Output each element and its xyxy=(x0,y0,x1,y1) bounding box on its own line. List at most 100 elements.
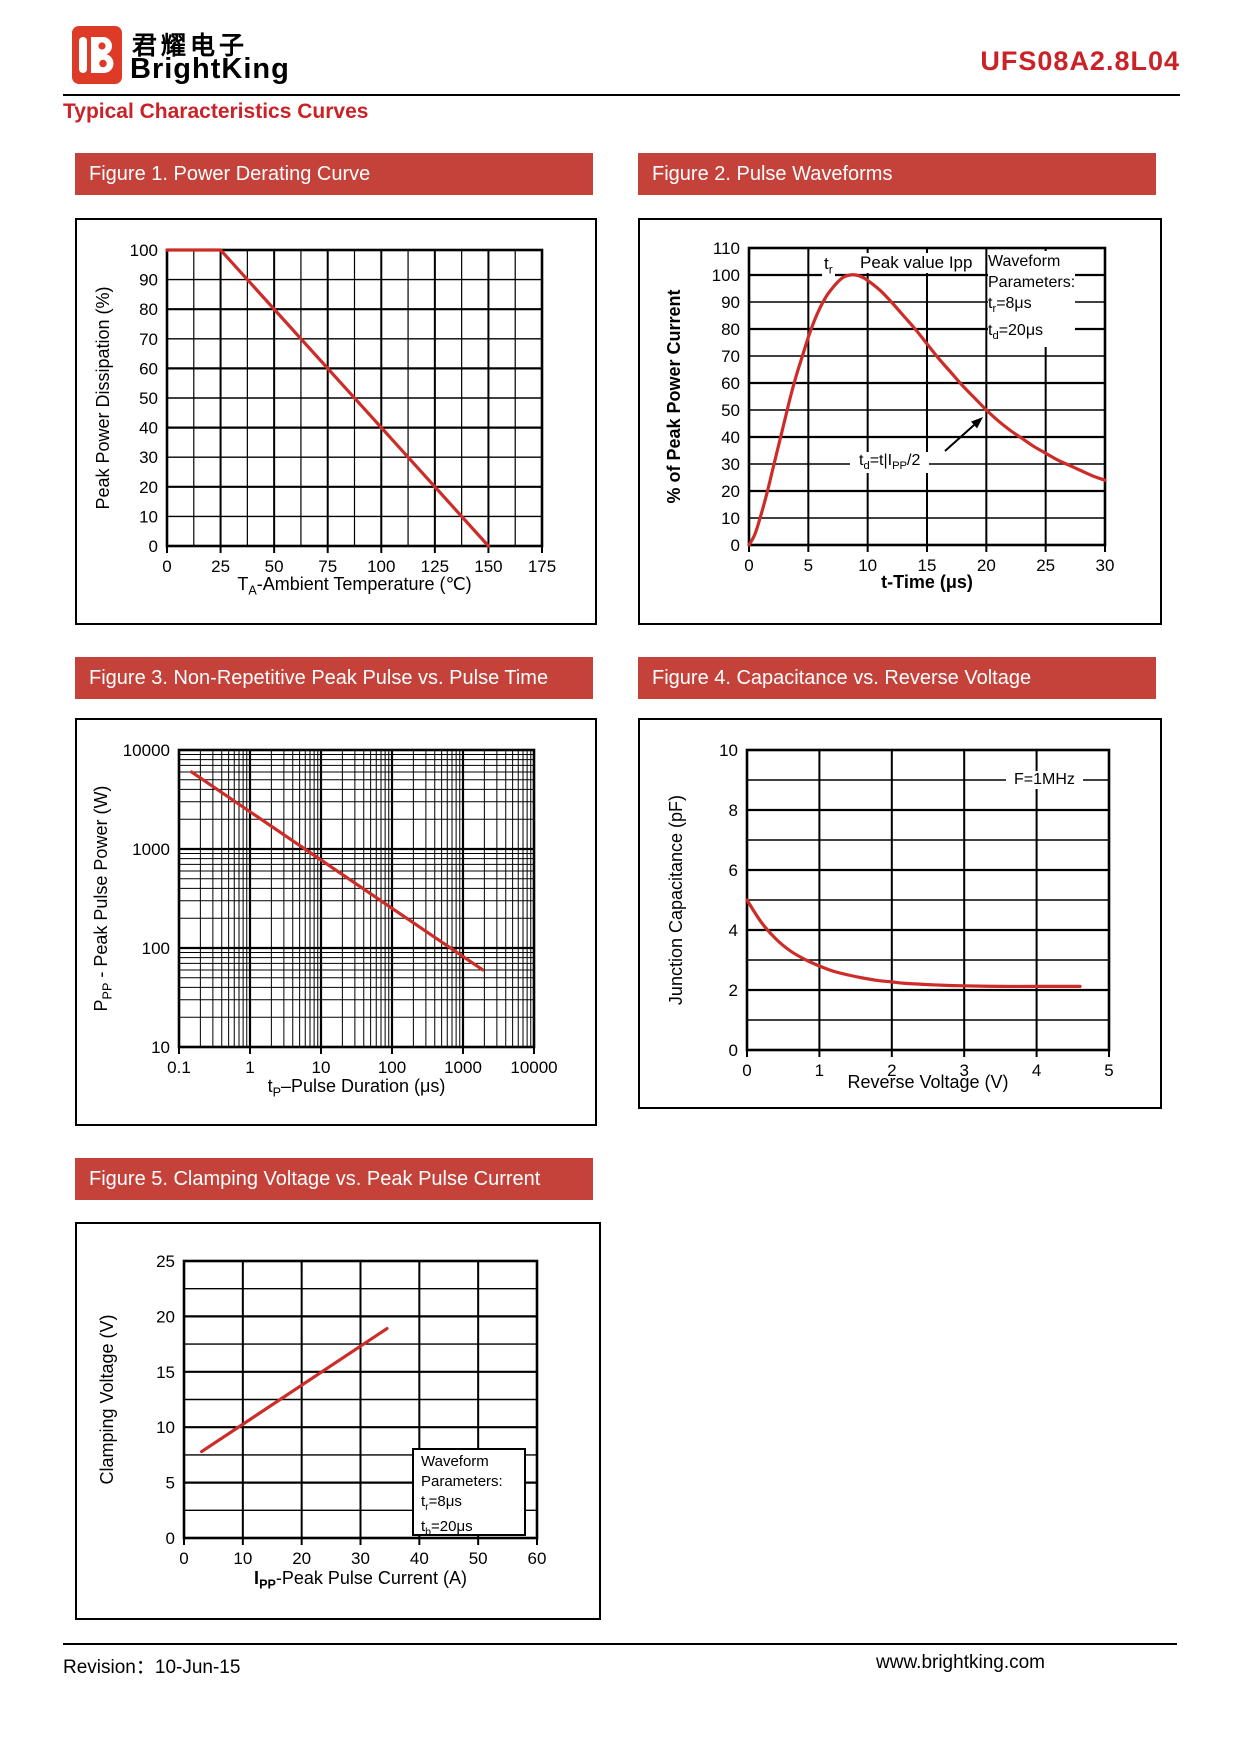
svg-text:100: 100 xyxy=(130,241,158,260)
figure1-title: Figure 1. Power Derating Curve xyxy=(89,163,371,185)
svg-text:10: 10 xyxy=(721,509,740,528)
svg-text:0: 0 xyxy=(179,1549,188,1568)
svg-text:0: 0 xyxy=(742,1061,751,1080)
figure3-title: Figure 3. Non-Repetitive Peak Pulse vs. … xyxy=(89,667,549,689)
figure2-panel: 0 5 10 15 20 25 30 0 10 20 30 40 50 60 70 80 90 100 110 tr… xyxy=(638,218,1162,625)
figure4-chart: 0 1 2 3 4 5 0 2 4 6 8 10 xyxy=(719,741,1114,1080)
svg-text:60: 60 xyxy=(721,374,740,393)
svg-text:20: 20 xyxy=(292,1549,311,1568)
svg-text:6: 6 xyxy=(729,861,738,880)
figure4-title: Figure 4. Capacitance vs. Reverse Voltag… xyxy=(652,667,1032,689)
svg-text:10: 10 xyxy=(858,556,877,575)
svg-text:25: 25 xyxy=(156,1252,175,1271)
figure4-x-axis-label: Reverse Voltage (V) xyxy=(847,1072,1009,1092)
figure1-panel: 0 25 50 75 100 125 150 175 0 10 20 30 40 50 60 70 80 90 10… xyxy=(75,218,597,625)
half-current-annotation: td=t|IPP/2 xyxy=(850,452,930,474)
waveform-parameters-annotation: Waveform Parameters: tr=8μs td=20μs xyxy=(988,251,1076,348)
svg-text:110: 110 xyxy=(713,239,740,258)
figure5-panel: 0 10 20 30 40 50 60 0 5 10 15 20 25 Waveform Paramet… xyxy=(75,1222,601,1620)
svg-text:30: 30 xyxy=(351,1549,370,1568)
svg-text:0: 0 xyxy=(166,1529,175,1548)
svg-text:15: 15 xyxy=(918,556,937,575)
svg-text:20: 20 xyxy=(139,478,158,497)
svg-text:125: 125 xyxy=(421,557,449,576)
svg-text:2: 2 xyxy=(729,981,738,1000)
svg-text:10: 10 xyxy=(156,1418,175,1437)
page-title: Typical Characteristics Curves xyxy=(63,100,369,123)
logo-b-glyph xyxy=(79,37,114,73)
figure5-x-axis-label: IPP-Peak Pulse Current (A) xyxy=(254,1568,467,1592)
svg-text:40: 40 xyxy=(139,419,158,438)
svg-text:60: 60 xyxy=(139,359,158,378)
svg-text:175: 175 xyxy=(528,557,556,576)
svg-text:1: 1 xyxy=(245,1058,254,1077)
figure5-y-axis-label: Clamping Voltage (V) xyxy=(97,1314,117,1485)
figure4-title-bar: Figure 4. Capacitance vs. Reverse Voltag… xyxy=(638,657,1156,699)
svg-text:80: 80 xyxy=(721,320,740,339)
svg-text:10000: 10000 xyxy=(510,1058,557,1077)
figure1-title-bar: Figure 1. Power Derating Curve xyxy=(75,153,593,195)
figure1-chart: 0 25 50 75 100 125 150 175 0 10 20 30 40 50 60 70 80 90 10… xyxy=(130,241,557,576)
svg-text:1: 1 xyxy=(815,1061,824,1080)
svg-text:50: 50 xyxy=(139,389,158,408)
svg-text:150: 150 xyxy=(474,557,502,576)
svg-text:90: 90 xyxy=(139,271,158,290)
header-rule xyxy=(63,94,1180,96)
svg-text:30: 30 xyxy=(721,455,740,474)
svg-text:0: 0 xyxy=(162,557,171,576)
figure3-panel: 0.1 1 10 100 1000 10000 10 100 1000 10000 PPP - P… xyxy=(75,718,597,1126)
website-text: www.brightking.com xyxy=(876,1652,1045,1673)
svg-text:10000: 10000 xyxy=(123,741,170,760)
svg-text:50: 50 xyxy=(265,557,284,576)
svg-text:20: 20 xyxy=(156,1307,175,1326)
svg-text:3: 3 xyxy=(959,1061,968,1080)
svg-text:60: 60 xyxy=(528,1549,547,1568)
brand-name-english: BrightKing xyxy=(130,53,290,85)
figure2-title-bar: Figure 2. Pulse Waveforms xyxy=(638,153,1156,195)
svg-text:50: 50 xyxy=(469,1549,488,1568)
figure3-y-axis-label: PPP - Peak Pulse Power (W) xyxy=(91,785,115,1012)
figure4-y-axis-label: Junction Capacitance (pF) xyxy=(666,794,686,1006)
svg-text:75: 75 xyxy=(318,557,337,576)
figure3-chart: 0.1 1 10 100 1000 10000 10 100 1000 10000 xyxy=(123,741,558,1077)
rise-time-annotation: tr xyxy=(822,254,835,278)
svg-text:30: 30 xyxy=(1096,556,1115,575)
svg-text:0: 0 xyxy=(149,537,158,556)
svg-text:25: 25 xyxy=(1036,556,1055,575)
svg-text:90: 90 xyxy=(721,293,740,312)
svg-text:100: 100 xyxy=(378,1058,406,1077)
svg-text:70: 70 xyxy=(139,330,158,349)
svg-text:10: 10 xyxy=(151,1038,170,1057)
svg-text:1000: 1000 xyxy=(132,840,170,859)
svg-text:20: 20 xyxy=(977,556,996,575)
svg-text:4: 4 xyxy=(729,921,738,940)
svg-text:80: 80 xyxy=(139,300,158,319)
svg-text:100: 100 xyxy=(142,939,170,958)
peak-value-annotation: Peak value Ipp xyxy=(856,253,977,273)
svg-text:50: 50 xyxy=(721,401,740,420)
svg-text:0: 0 xyxy=(731,536,740,555)
waveform-parameters-box: Waveform Parameters: tr=8μs tb=20μs xyxy=(412,1448,526,1538)
svg-text:25: 25 xyxy=(211,557,230,576)
brightking-logo-icon xyxy=(72,26,122,84)
svg-text:5: 5 xyxy=(1104,1061,1113,1080)
figure5-chart: 0 10 20 30 40 50 60 0 5 10 15 20 25 xyxy=(156,1252,547,1568)
figure1-y-axis-label: Peak Power Dissipation (%) xyxy=(93,286,113,510)
figure2-title: Figure 2. Pulse Waveforms xyxy=(652,163,893,185)
svg-text:10: 10 xyxy=(312,1058,331,1077)
svg-text:8: 8 xyxy=(729,801,738,820)
figure3-title-bar: Figure 3. Non-Repetitive Peak Pulse vs. … xyxy=(75,657,593,699)
figure2-y-axis-label: % of Peak Power Current xyxy=(664,289,684,504)
svg-text:20: 20 xyxy=(721,482,740,501)
svg-text:2: 2 xyxy=(887,1061,896,1080)
figure2-x-axis-label: t-Time (μs) xyxy=(881,572,973,592)
svg-text:40: 40 xyxy=(721,428,740,447)
revision-text: Revision：10-Jun-15 xyxy=(63,1657,241,1678)
svg-text:30: 30 xyxy=(139,448,158,467)
brand-name-chinese: 君耀电子 xyxy=(132,32,249,60)
frequency-annotation: F=1MHz xyxy=(1006,771,1083,790)
svg-text:5: 5 xyxy=(804,556,813,575)
svg-text:10: 10 xyxy=(139,507,158,526)
svg-text:5: 5 xyxy=(166,1474,175,1493)
